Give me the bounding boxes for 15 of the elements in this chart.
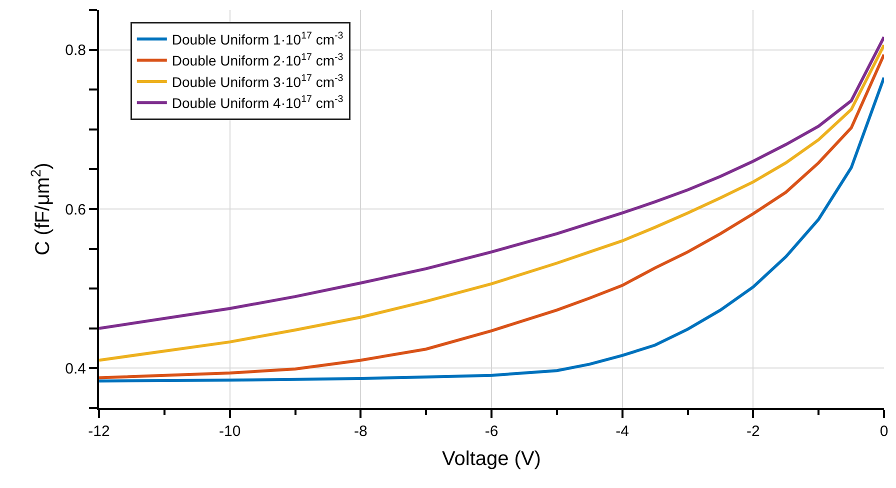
y-tick-label: 0.6 (65, 201, 86, 218)
x-tick-label: -12 (88, 423, 110, 440)
y-tick-label: 0.4 (65, 360, 86, 378)
legend-label: Double Uniform 1·10$^{17}$ cm$^{-3}$ (172, 30, 344, 48)
legend-label: Double Uniform 2·10$^{17}$ cm$^{-3}$ (172, 52, 344, 69)
legend-label: Double Uniform 4·10$^{17}$ cm$^{-3}$ (172, 94, 344, 112)
x-tick-label: 0 (880, 423, 888, 440)
x-axis-title: Voltage (V) (442, 448, 541, 470)
legend-label: Double Uniform 3·10$^{17}$ cm$^{-3}$ (172, 73, 344, 90)
x-tick-label: -8 (354, 423, 368, 440)
y-tick-label: 0.8 (65, 42, 86, 60)
x-tick-label: -4 (616, 423, 629, 440)
x-tick-label: -2 (746, 423, 760, 440)
x-tick-label: -6 (484, 423, 498, 440)
x-tick-label: -10 (218, 423, 241, 440)
